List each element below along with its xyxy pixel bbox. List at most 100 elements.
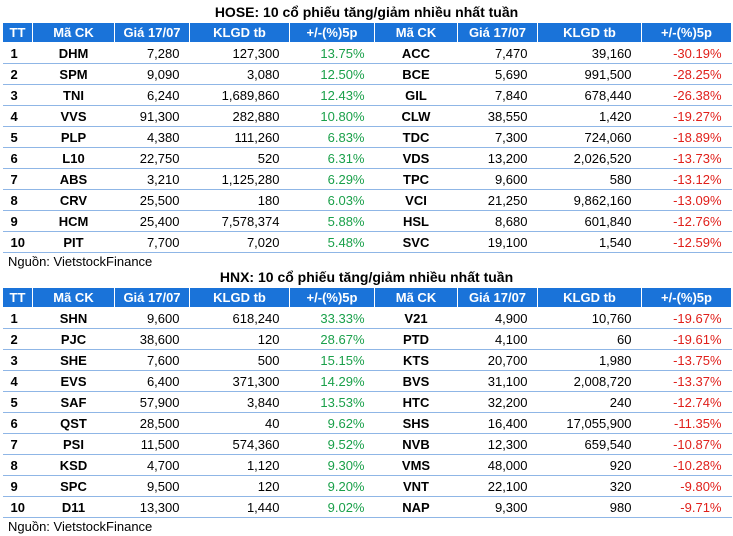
table-row: 9 SPC 9,500 120 9.20% VNT 22,100 320 -9.80% (2, 475, 732, 497)
gainer-price-cell: 25,400 (114, 210, 190, 232)
loser-code-cell: VDS (374, 147, 458, 169)
loser-change-cell: -28.25% (641, 63, 732, 85)
loser-volume-cell: 60 (537, 328, 642, 350)
gainer-code-cell: SPM (32, 63, 115, 85)
loser-code-cell: KTS (374, 349, 458, 371)
loser-change-cell: -30.19% (641, 42, 732, 64)
loser-volume-cell: 920 (537, 454, 642, 476)
gainer-price-cell: 7,280 (114, 42, 190, 64)
gainer-code-cell: SHN (32, 307, 115, 329)
gainer-code-cell: PIT (32, 231, 115, 253)
loser-code-cell: BCE (374, 63, 458, 85)
gainer-code-cell: SHE (32, 349, 115, 371)
gainer-code-cell: PJC (32, 328, 115, 350)
table-row: 8 CRV 25,500 180 6.03% VCI 21,250 9,862,160 -13.… (2, 189, 732, 211)
loser-volume-cell: 10,760 (537, 307, 642, 329)
loser-code-cell: V21 (374, 307, 458, 329)
gainer-code-cell: HCM (32, 210, 115, 232)
header-loser-volume: KLGD tb (537, 287, 642, 308)
hose-block: HOSE: 10 cổ phiếu tăng/giảm nhiều nhất t… (2, 3, 732, 271)
loser-volume-cell: 991,500 (537, 63, 642, 85)
rank-cell: 10 (2, 496, 33, 518)
gainer-change-cell: 15.15% (289, 349, 375, 371)
gainer-price-cell: 7,600 (114, 349, 190, 371)
hnx-table: TT Mã CK Giá 17/07 KLGD tb +/-(%)5p Mã CK Giá … (2, 287, 732, 518)
gainer-volume-cell: 371,300 (189, 370, 290, 392)
loser-code-cell: VCI (374, 189, 458, 211)
header-gainer-code: Mã CK (32, 287, 115, 308)
gainer-price-cell: 91,300 (114, 105, 190, 127)
loser-volume-cell: 678,440 (537, 84, 642, 106)
rank-cell: 3 (2, 84, 33, 106)
gainer-volume-cell: 282,880 (189, 105, 290, 127)
loser-price-cell: 19,100 (457, 231, 538, 253)
loser-volume-cell: 2,008,720 (537, 370, 642, 392)
gainer-volume-cell: 40 (189, 412, 290, 434)
table-row: 4 EVS 6,400 371,300 14.29% BVS 31,100 2,008,720… (2, 370, 732, 392)
gainer-code-cell: QST (32, 412, 115, 434)
table-row: 10 PIT 7,700 7,020 5.48% SVC 19,100 1,540 -12.59… (2, 231, 732, 253)
loser-volume-cell: 1,540 (537, 231, 642, 253)
table-row: 5 PLP 4,380 111,260 6.83% TDC 7,300 724,060 -18.… (2, 126, 732, 148)
header-row: TT Mã CK Giá 17/07 KLGD tb +/-(%)5p Mã CK Giá … (2, 287, 732, 308)
loser-change-cell: -12.59% (641, 231, 732, 253)
gainer-price-cell: 38,600 (114, 328, 190, 350)
loser-volume-cell: 724,060 (537, 126, 642, 148)
table-row: 6 L10 22,750 520 6.31% VDS 13,200 2,026,520 -13.… (2, 147, 732, 169)
rank-cell: 1 (2, 42, 33, 64)
header-loser-price: Giá 17/07 (457, 22, 538, 43)
gainer-code-cell: PLP (32, 126, 115, 148)
header-loser-volume: KLGD tb (537, 22, 642, 43)
loser-code-cell: NAP (374, 496, 458, 518)
table-row: 7 PSI 11,500 574,360 9.52% NVB 12,300 659,540 -1… (2, 433, 732, 455)
loser-change-cell: -11.35% (641, 412, 732, 434)
loser-change-cell: -18.89% (641, 126, 732, 148)
gainer-code-cell: CRV (32, 189, 115, 211)
loser-volume-cell: 320 (537, 475, 642, 497)
gainer-price-cell: 6,400 (114, 370, 190, 392)
rank-cell: 2 (2, 63, 33, 85)
loser-code-cell: GIL (374, 84, 458, 106)
gainer-price-cell: 28,500 (114, 412, 190, 434)
header-rank: TT (2, 22, 33, 43)
loser-change-cell: -13.73% (641, 147, 732, 169)
gainer-change-cell: 9.20% (289, 475, 375, 497)
rank-cell: 7 (2, 433, 33, 455)
hnx-title: HNX: 10 cổ phiếu tăng/giảm nhiều nhất tu… (219, 269, 514, 285)
gainer-code-cell: SPC (32, 475, 115, 497)
hose-table: TT Mã CK Giá 17/07 KLGD tb +/-(%)5p Mã CK Giá … (2, 22, 732, 253)
loser-price-cell: 5,690 (457, 63, 538, 85)
gainer-change-cell: 9.02% (289, 496, 375, 518)
loser-price-cell: 4,900 (457, 307, 538, 329)
gainer-volume-cell: 520 (189, 147, 290, 169)
rank-cell: 9 (2, 475, 33, 497)
gainer-code-cell: KSD (32, 454, 115, 476)
gainer-volume-cell: 3,080 (189, 63, 290, 85)
rank-cell: 3 (2, 349, 33, 371)
loser-volume-cell: 39,160 (537, 42, 642, 64)
gainer-price-cell: 57,900 (114, 391, 190, 413)
rank-cell: 9 (2, 210, 33, 232)
gainer-volume-cell: 120 (189, 475, 290, 497)
loser-volume-cell: 1,420 (537, 105, 642, 127)
gainer-price-cell: 4,700 (114, 454, 190, 476)
gainer-code-cell: L10 (32, 147, 115, 169)
gainer-volume-cell: 120 (189, 328, 290, 350)
rank-cell: 4 (2, 370, 33, 392)
header-gainer-change: +/-(%)5p (289, 22, 375, 43)
gainer-code-cell: EVS (32, 370, 115, 392)
loser-price-cell: 8,680 (457, 210, 538, 232)
loser-code-cell: HSL (374, 210, 458, 232)
rank-cell: 5 (2, 126, 33, 148)
rank-cell: 2 (2, 328, 33, 350)
header-row: TT Mã CK Giá 17/07 KLGD tb +/-(%)5p Mã CK Giá … (2, 22, 732, 43)
loser-price-cell: 21,250 (457, 189, 538, 211)
gainer-price-cell: 11,500 (114, 433, 190, 455)
gainer-change-cell: 10.80% (289, 105, 375, 127)
loser-price-cell: 4,100 (457, 328, 538, 350)
header-gainer-volume: KLGD tb (189, 287, 290, 308)
gainer-volume-cell: 574,360 (189, 433, 290, 455)
loser-price-cell: 20,700 (457, 349, 538, 371)
loser-price-cell: 22,100 (457, 475, 538, 497)
rank-cell: 7 (2, 168, 33, 190)
